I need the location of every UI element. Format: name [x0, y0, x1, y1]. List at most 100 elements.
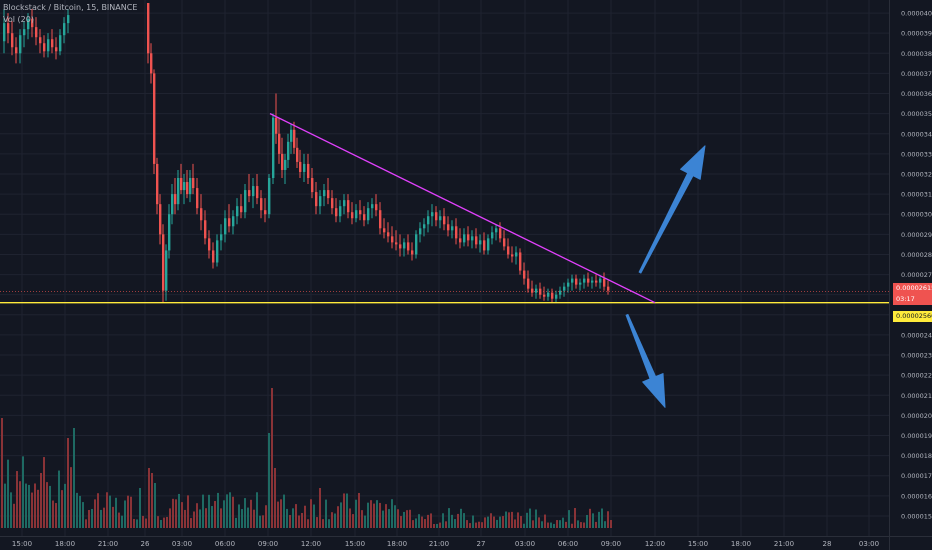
volume-bar [274, 468, 276, 528]
volume-bar [115, 497, 117, 528]
current-price-value: 0.00002615 [896, 283, 932, 292]
candle-body [31, 19, 34, 28]
time-axis-tick-label: 12:00 [301, 540, 321, 548]
candle-countdown-value: 03:17 [896, 294, 915, 303]
volume-bar [211, 506, 213, 528]
volume-bar [565, 521, 567, 528]
volume-bar [43, 457, 45, 528]
candle-body [471, 236, 474, 241]
candle-body [212, 250, 215, 263]
volume-bar [76, 492, 78, 528]
candle-body [260, 198, 263, 211]
price-axis[interactable]: 0.00004000 0.00003900 0.00003800 0.00003700… [889, 0, 932, 550]
volume-bar [226, 494, 228, 528]
volume-bar [388, 509, 390, 528]
candle-body [319, 196, 322, 207]
candle-body [323, 190, 326, 197]
candle-body [491, 232, 494, 239]
volume-bar [406, 510, 408, 528]
volume-bar [325, 499, 327, 528]
candle-body [290, 129, 293, 142]
time-axis-tick-label: 15:00 [12, 540, 32, 548]
candle-body [7, 23, 10, 34]
candle-body [63, 23, 66, 36]
volume-bar [307, 519, 309, 528]
volume-bar [271, 388, 273, 528]
volume-bar [223, 500, 225, 528]
price-axis-tick-label: 0.00002400 [901, 331, 932, 339]
candle-body [165, 250, 168, 291]
candle-body [11, 33, 14, 48]
forecast-arrow-up [638, 145, 706, 274]
candle-body [296, 147, 299, 162]
candle-body [268, 178, 271, 215]
price-axis-tick-label: 0.00003900 [901, 30, 932, 38]
volume-bar [457, 513, 459, 528]
price-axis-tick-label: 0.00003500 [901, 110, 932, 118]
volume-bar [247, 507, 249, 528]
volume-bar [562, 517, 564, 528]
volume-bar [361, 510, 363, 528]
volume-bar [220, 508, 222, 528]
volume-bar [433, 523, 435, 528]
volume-bar [481, 522, 483, 528]
volume-bar [172, 498, 174, 528]
candle-body [51, 39, 54, 48]
volume-bar [217, 492, 219, 528]
time-axis-tick-label: 18:00 [55, 540, 75, 548]
volume-bar [412, 520, 414, 528]
candle-body [547, 292, 550, 297]
price-axis-tick-label: 0.00003200 [901, 170, 932, 178]
candle-body [495, 228, 498, 233]
volume-bar [241, 509, 243, 528]
volume-bar [556, 520, 558, 528]
candle-body [499, 228, 502, 239]
volume-bar [268, 433, 270, 528]
candle-body [43, 43, 46, 52]
price-axis-tick-label: 0.00001900 [901, 432, 932, 440]
volume-bar [349, 508, 351, 528]
candle-body [244, 190, 247, 213]
volume-bar [4, 483, 6, 528]
volume-bar [340, 502, 342, 528]
candle-body [303, 163, 306, 172]
volume-bar [121, 515, 123, 528]
volume-bar [409, 509, 411, 528]
volume-bar [265, 505, 267, 528]
forecast-arrow-down [625, 313, 666, 408]
volume-bar [109, 495, 111, 528]
volume-bar [187, 495, 189, 528]
price-axis-tick-label: 0.00003700 [901, 70, 932, 78]
volume-bar [67, 438, 69, 528]
candle-body [587, 278, 590, 283]
volume-bar [148, 468, 150, 528]
candle-body [371, 204, 374, 209]
volume-bar [133, 518, 135, 528]
candle-body [180, 178, 183, 191]
candle-body [507, 246, 510, 255]
candle-body [15, 47, 18, 54]
candle-body [451, 226, 454, 231]
volume-bar [184, 509, 186, 528]
time-axis[interactable]: 15:00 18:00 21:00 26 03:00 06:00 09:00 12:00 15:… [0, 536, 932, 549]
volume-bar [538, 517, 540, 528]
volume-indicator-label: Vol (20) [3, 15, 34, 24]
volume-bar [139, 488, 141, 528]
volume-bar [298, 515, 300, 528]
candle-body [443, 216, 446, 225]
volume-bar [574, 508, 576, 528]
volume-bar [52, 500, 54, 528]
time-axis-tick-label: 21:00 [98, 540, 118, 548]
volume-bar [178, 493, 180, 528]
volume-bar [19, 481, 21, 528]
volume-bar [589, 508, 591, 528]
volume-bar [484, 517, 486, 528]
time-axis-tick-label: 06:00 [215, 540, 235, 548]
volume-bar [91, 508, 93, 528]
candle-body [435, 212, 438, 221]
candle-body [563, 286, 566, 291]
volume-bar [163, 517, 165, 528]
volume-bar [508, 512, 510, 528]
volume-bar [445, 521, 447, 528]
